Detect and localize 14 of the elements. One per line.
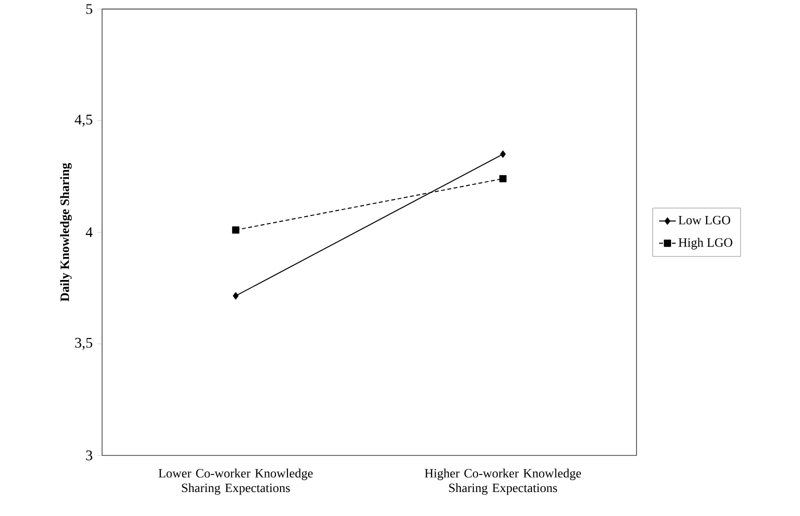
point bbox=[232, 292, 239, 300]
y-tick-label: 4,5 bbox=[74, 114, 92, 127]
legend-label: High LGO bbox=[678, 238, 732, 250]
y-tick-label: 4 bbox=[86, 227, 93, 238]
point bbox=[499, 175, 507, 182]
y-tick-label: 3,5 bbox=[75, 338, 92, 350]
y-tick-label: 3 bbox=[86, 450, 92, 460]
legend-label: Low LGO bbox=[678, 216, 730, 224]
y-axis-title: Daily Knowledge Sharing bbox=[60, 162, 72, 302]
y-tick-label: 5 bbox=[86, 4, 92, 14]
x-tick-label: Higher Co-worker Knowledge Sharing Expectations bbox=[424, 468, 581, 495]
point bbox=[500, 150, 506, 158]
x-tick-label: Lower Co-worker Knowledge Sharing Expectations bbox=[158, 468, 313, 495]
point bbox=[232, 226, 240, 234]
